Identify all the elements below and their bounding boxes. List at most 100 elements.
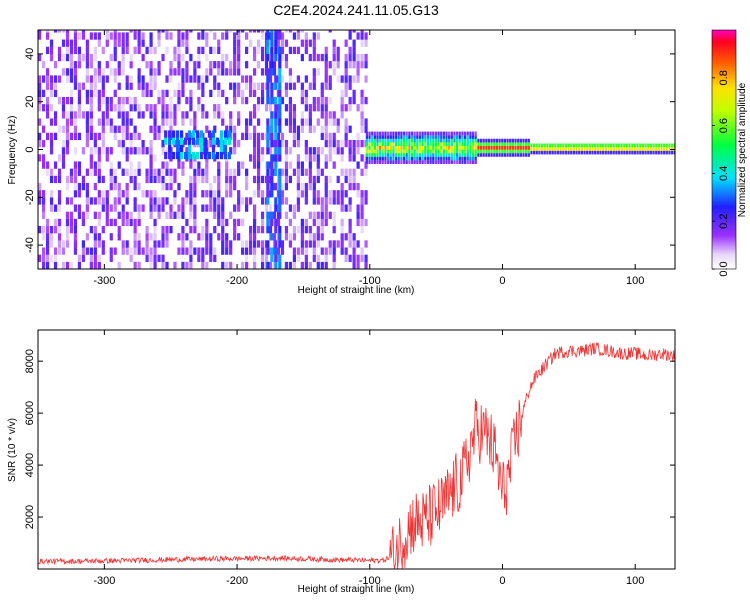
heatmap-cell xyxy=(266,75,270,83)
heatmap-cell xyxy=(340,147,344,155)
heatmap-cell xyxy=(320,168,324,176)
heatmap-cell xyxy=(93,261,97,269)
heatmap-cell xyxy=(525,142,528,147)
heatmap-cell xyxy=(41,190,46,198)
heatmap-cell xyxy=(45,75,50,83)
heatmap-cell xyxy=(268,147,273,155)
heatmap-cell xyxy=(73,132,78,141)
heatmap-cell xyxy=(312,125,316,133)
heatmap-cell xyxy=(320,125,324,133)
heatmap-cell xyxy=(49,204,54,212)
heatmap-cell xyxy=(410,138,414,143)
heatmap-cell xyxy=(260,261,265,269)
heatmap-cell xyxy=(53,161,58,169)
heatmap-cell xyxy=(284,53,289,62)
heatmap-cell xyxy=(109,233,113,241)
heatmap-cell xyxy=(278,197,282,205)
heatmap-cell xyxy=(274,218,278,227)
heatmap-cell xyxy=(201,82,205,90)
heatmap-cell xyxy=(237,204,241,212)
heatmap-cell xyxy=(304,154,308,162)
heatmap-cell xyxy=(324,68,328,76)
heatmap-cell xyxy=(657,147,660,151)
heatmap-cell xyxy=(85,132,89,141)
heatmap-cell xyxy=(272,68,277,76)
heatmap-cell xyxy=(57,247,62,255)
heatmap-cell xyxy=(324,104,328,112)
heatmap-cell xyxy=(65,132,70,141)
heatmap-cell xyxy=(599,143,602,148)
heatmap-cell xyxy=(348,61,352,69)
colorbar-tick-label: 0.8 xyxy=(718,70,730,85)
heatmap-cell xyxy=(278,147,282,155)
heatmap-cell xyxy=(191,130,196,138)
heatmap-cell xyxy=(538,150,541,155)
heatmap-cell xyxy=(394,142,398,147)
heatmap-cell xyxy=(440,160,443,164)
heatmap-cell xyxy=(225,190,229,198)
heatmap-cell xyxy=(268,104,273,112)
heatmap-cell xyxy=(368,131,371,136)
heatmap-cell xyxy=(129,104,133,112)
heatmap-cell xyxy=(117,104,121,112)
heatmap-cell xyxy=(49,254,54,262)
heatmap-cell xyxy=(312,197,316,205)
heatmap-cell xyxy=(344,175,348,184)
heatmap-cell xyxy=(348,168,352,176)
heatmap-cell xyxy=(365,149,368,154)
heatmap-cell xyxy=(176,137,180,145)
heatmap-cell xyxy=(270,139,274,148)
heatmap-cell xyxy=(177,32,181,40)
heatmap-cell xyxy=(53,254,58,262)
heatmap-cell xyxy=(636,150,639,155)
heatmap-cell xyxy=(410,131,414,136)
heatmap-cell xyxy=(324,125,328,133)
heatmap-cell xyxy=(278,139,282,148)
heatmap-cell xyxy=(256,30,261,33)
heatmap-cell xyxy=(173,197,177,205)
heatmap-cell xyxy=(89,61,93,69)
heatmap-cell xyxy=(477,145,480,150)
heatmap-cell xyxy=(201,75,205,83)
heatmap-cell xyxy=(241,240,245,248)
heatmap-cell xyxy=(429,142,432,147)
heatmap-cell xyxy=(113,247,117,255)
heatmap-cell xyxy=(157,68,161,76)
heatmap-cell xyxy=(164,151,168,160)
heatmap-cell xyxy=(356,182,360,191)
heatmap-cell xyxy=(324,161,328,169)
heatmap-cell xyxy=(101,118,105,126)
heatmap-cell xyxy=(201,111,205,119)
heatmap-cell xyxy=(320,104,324,112)
heatmap-cell xyxy=(173,53,177,62)
heatmap-cell xyxy=(157,125,161,133)
heatmap-cell xyxy=(245,240,249,248)
heatmap-cell xyxy=(205,75,209,83)
heatmap-cell xyxy=(241,197,245,205)
heatmap-cell xyxy=(607,143,610,148)
heatmap-cell xyxy=(117,261,121,269)
heatmap-cell xyxy=(360,154,364,162)
heatmap-cell xyxy=(189,204,193,212)
heatmap-cell xyxy=(453,142,456,147)
heatmap-cell xyxy=(360,125,364,133)
heatmap-cell xyxy=(527,149,530,154)
heatmap-cell xyxy=(113,175,117,184)
heatmap-cell xyxy=(316,32,320,40)
heatmap-cell xyxy=(300,30,304,33)
heatmap-cell xyxy=(89,168,93,176)
heatmap-cell xyxy=(368,142,371,147)
heatmap-cell xyxy=(161,175,165,184)
heatmap-cell xyxy=(213,254,217,262)
heatmap-cell xyxy=(308,82,312,90)
heatmap-cell xyxy=(85,190,89,198)
heatmap-cell xyxy=(376,142,379,147)
heatmap-cell xyxy=(328,75,332,83)
heatmap-cell xyxy=(471,131,475,136)
heatmap-cell xyxy=(207,130,212,138)
heatmap-cell xyxy=(284,89,289,98)
heatmap-cell xyxy=(274,75,278,83)
heatmap-cell xyxy=(280,46,285,55)
heatmap-cell xyxy=(199,137,204,145)
heatmap-cell xyxy=(474,131,477,136)
